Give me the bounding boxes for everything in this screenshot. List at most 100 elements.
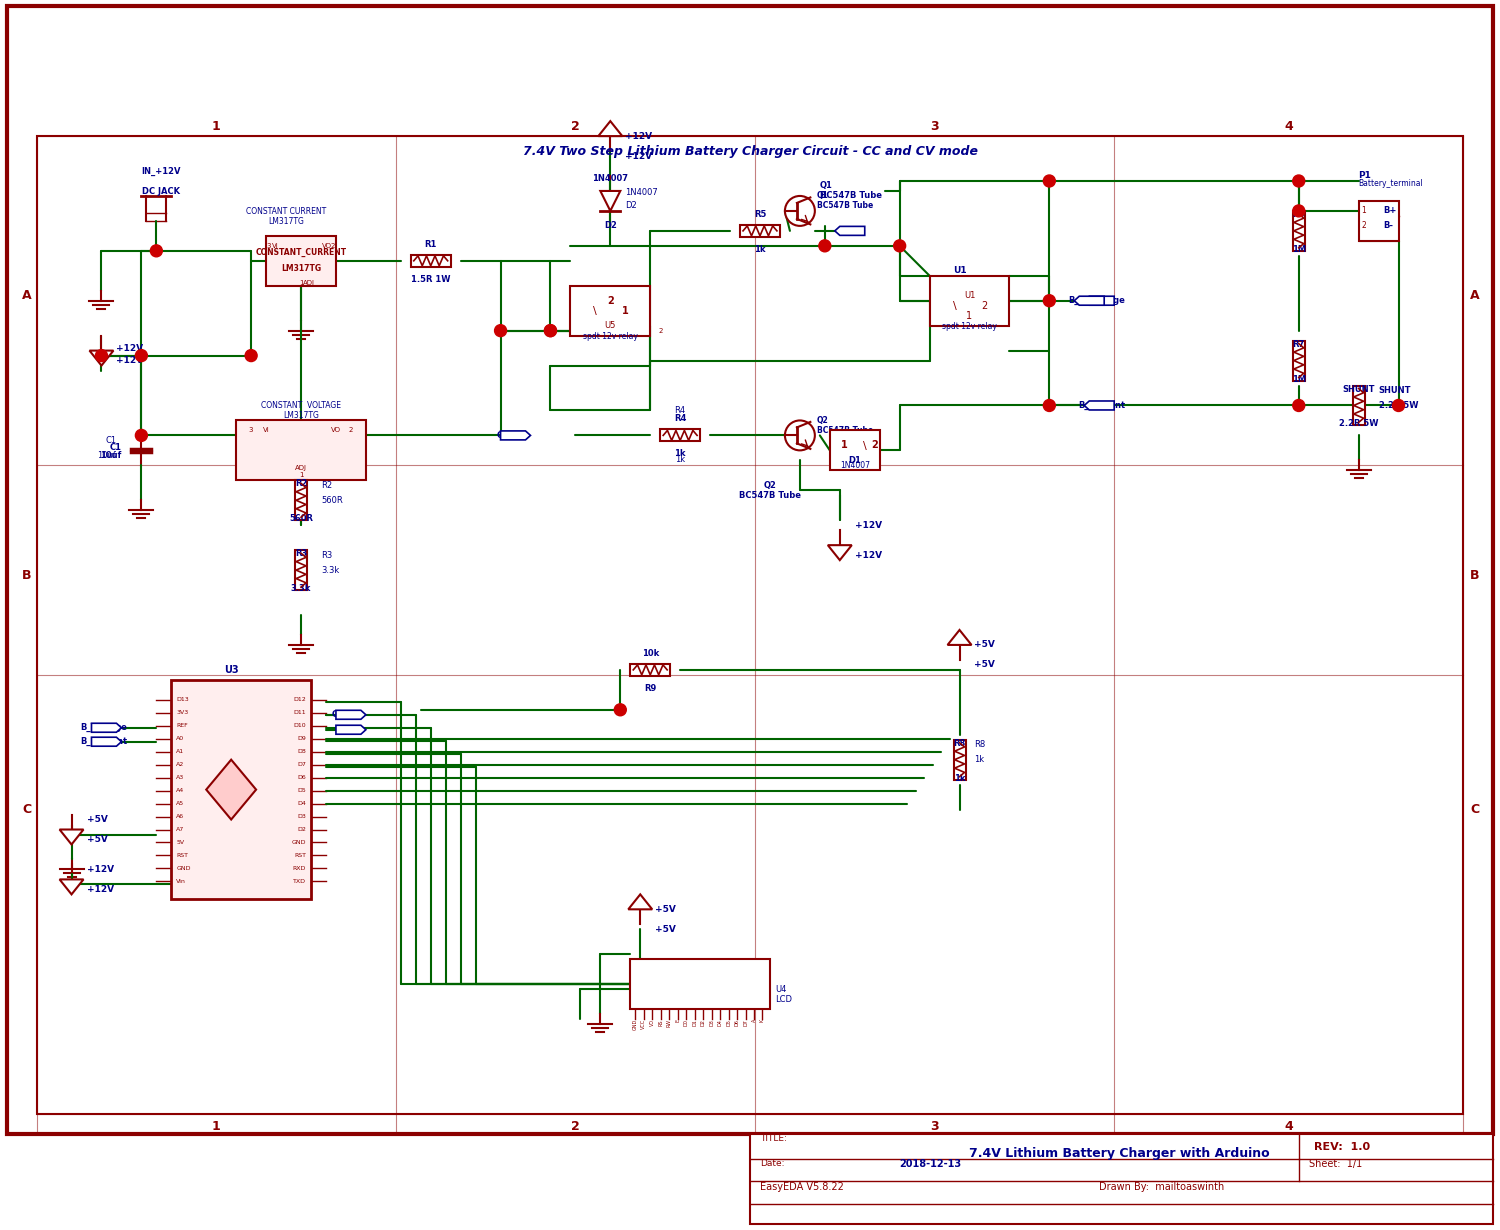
- Text: D5: D5: [726, 1020, 730, 1026]
- Text: 2.2R 5W: 2.2R 5W: [1378, 401, 1417, 410]
- Text: A4: A4: [177, 788, 184, 793]
- Text: 560R: 560R: [290, 514, 314, 523]
- Text: B: B: [22, 568, 32, 582]
- Text: 1: 1: [622, 306, 628, 316]
- Text: Q1: Q1: [818, 192, 828, 200]
- Text: Charge: Charge: [496, 430, 530, 440]
- Text: D6: D6: [735, 1020, 740, 1026]
- Text: C1: C1: [110, 443, 122, 451]
- Text: +12V: +12V: [87, 884, 114, 894]
- Text: 1: 1: [1362, 207, 1366, 215]
- Text: 3: 3: [930, 119, 939, 133]
- Text: VI: VI: [262, 427, 270, 433]
- Text: VO: VO: [650, 1020, 654, 1026]
- Text: LM317TG: LM317TG: [280, 264, 321, 273]
- Text: D6: D6: [297, 775, 306, 780]
- Text: B: B: [1470, 568, 1480, 582]
- Text: 10k: 10k: [642, 649, 658, 658]
- FancyBboxPatch shape: [1353, 385, 1365, 426]
- Polygon shape: [628, 894, 652, 909]
- Text: Mode: Mode: [840, 226, 866, 235]
- Text: DC JACK: DC JACK: [142, 187, 180, 196]
- Text: D2: D2: [626, 202, 638, 210]
- Polygon shape: [92, 723, 122, 732]
- Text: Q1: Q1: [821, 182, 833, 191]
- FancyBboxPatch shape: [411, 255, 450, 267]
- Text: R3: R3: [321, 551, 332, 560]
- Text: Drawn By:  mailtoaswinth: Drawn By: mailtoaswinth: [1100, 1182, 1224, 1192]
- Text: RS: RS: [658, 1020, 663, 1026]
- Text: 2: 2: [608, 295, 613, 306]
- Text: R1: R1: [424, 240, 436, 248]
- Bar: [830, 430, 879, 470]
- Text: U5: U5: [604, 321, 616, 330]
- Text: +12V: +12V: [117, 355, 144, 365]
- Text: TITLE:: TITLE:: [760, 1134, 788, 1144]
- Circle shape: [1293, 175, 1305, 187]
- Text: A3: A3: [177, 775, 184, 780]
- Text: C: C: [1470, 803, 1479, 815]
- Text: D2: D2: [700, 1020, 705, 1026]
- Text: A6: A6: [177, 814, 184, 819]
- Text: Battery_terminal: Battery_terminal: [1359, 180, 1424, 188]
- FancyBboxPatch shape: [1293, 341, 1305, 380]
- Text: +5V: +5V: [87, 815, 108, 824]
- Text: 1: 1: [211, 1121, 220, 1133]
- Text: B_Current: B_Current: [1078, 401, 1125, 410]
- Circle shape: [819, 240, 831, 252]
- Text: Date:: Date:: [760, 1159, 784, 1168]
- Text: CONSTANT CURRENT: CONSTANT CURRENT: [246, 207, 326, 216]
- Text: R2: R2: [296, 480, 307, 488]
- Text: 1M: 1M: [1292, 375, 1306, 384]
- Text: D8: D8: [297, 749, 306, 754]
- Text: 10uf: 10uf: [100, 451, 122, 460]
- Text: Sheet:  1/1: Sheet: 1/1: [1308, 1159, 1362, 1168]
- Text: GND: GND: [291, 840, 306, 845]
- Text: D11: D11: [294, 710, 306, 716]
- Text: 3V3: 3V3: [177, 710, 189, 716]
- Text: CONSTANT_CURRENT: CONSTANT_CURRENT: [255, 248, 346, 257]
- Text: VO: VO: [332, 427, 340, 433]
- Text: VI: VI: [272, 242, 279, 248]
- Text: 1M: 1M: [1292, 245, 1306, 253]
- Circle shape: [135, 349, 147, 362]
- Text: ADJ: ADJ: [303, 279, 315, 285]
- Text: E: E: [675, 1020, 680, 1022]
- Circle shape: [544, 325, 556, 337]
- Text: U1: U1: [964, 292, 975, 300]
- Text: B_Voltage: B_Voltage: [81, 723, 128, 732]
- Polygon shape: [948, 630, 972, 645]
- Text: 1N4007: 1N4007: [626, 188, 658, 198]
- Text: P1: P1: [1359, 171, 1371, 181]
- Text: Charge: Charge: [332, 710, 366, 720]
- Text: R6: R6: [1293, 210, 1305, 219]
- Text: R4: R4: [675, 406, 686, 416]
- Text: 5V: 5V: [177, 840, 184, 845]
- Bar: [266, 236, 336, 285]
- Text: RXD: RXD: [292, 866, 306, 871]
- Text: 1N4007: 1N4007: [840, 461, 870, 470]
- Text: D1: D1: [692, 1020, 698, 1026]
- Text: spdt 12v relay: spdt 12v relay: [584, 332, 638, 341]
- Bar: [1359, 200, 1398, 241]
- Text: 4: 4: [1284, 119, 1293, 133]
- Text: LCD: LCD: [776, 995, 792, 1004]
- Text: 3: 3: [548, 327, 552, 333]
- Text: D0: D0: [684, 1020, 688, 1026]
- Text: RST: RST: [177, 852, 189, 859]
- Text: A5: A5: [177, 801, 184, 806]
- FancyBboxPatch shape: [660, 429, 700, 442]
- Text: 3.3k: 3.3k: [321, 566, 339, 574]
- Text: 7.4V Two Step Lithium Battery Charger Circuit - CC and CV mode: 7.4V Two Step Lithium Battery Charger Ci…: [522, 145, 978, 157]
- Text: SHUNT: SHUNT: [1378, 386, 1411, 395]
- Text: B_Voltage: B_Voltage: [1068, 296, 1114, 305]
- Polygon shape: [1074, 296, 1104, 305]
- Text: +12V: +12V: [626, 132, 652, 140]
- Text: B_Voltage: B_Voltage: [1078, 296, 1125, 305]
- Text: A: A: [1470, 289, 1480, 303]
- Text: B+: B+: [1383, 207, 1396, 215]
- Text: D4: D4: [297, 801, 306, 806]
- Text: 2: 2: [981, 300, 987, 311]
- Text: R2: R2: [321, 481, 332, 490]
- Text: 3: 3: [267, 242, 272, 248]
